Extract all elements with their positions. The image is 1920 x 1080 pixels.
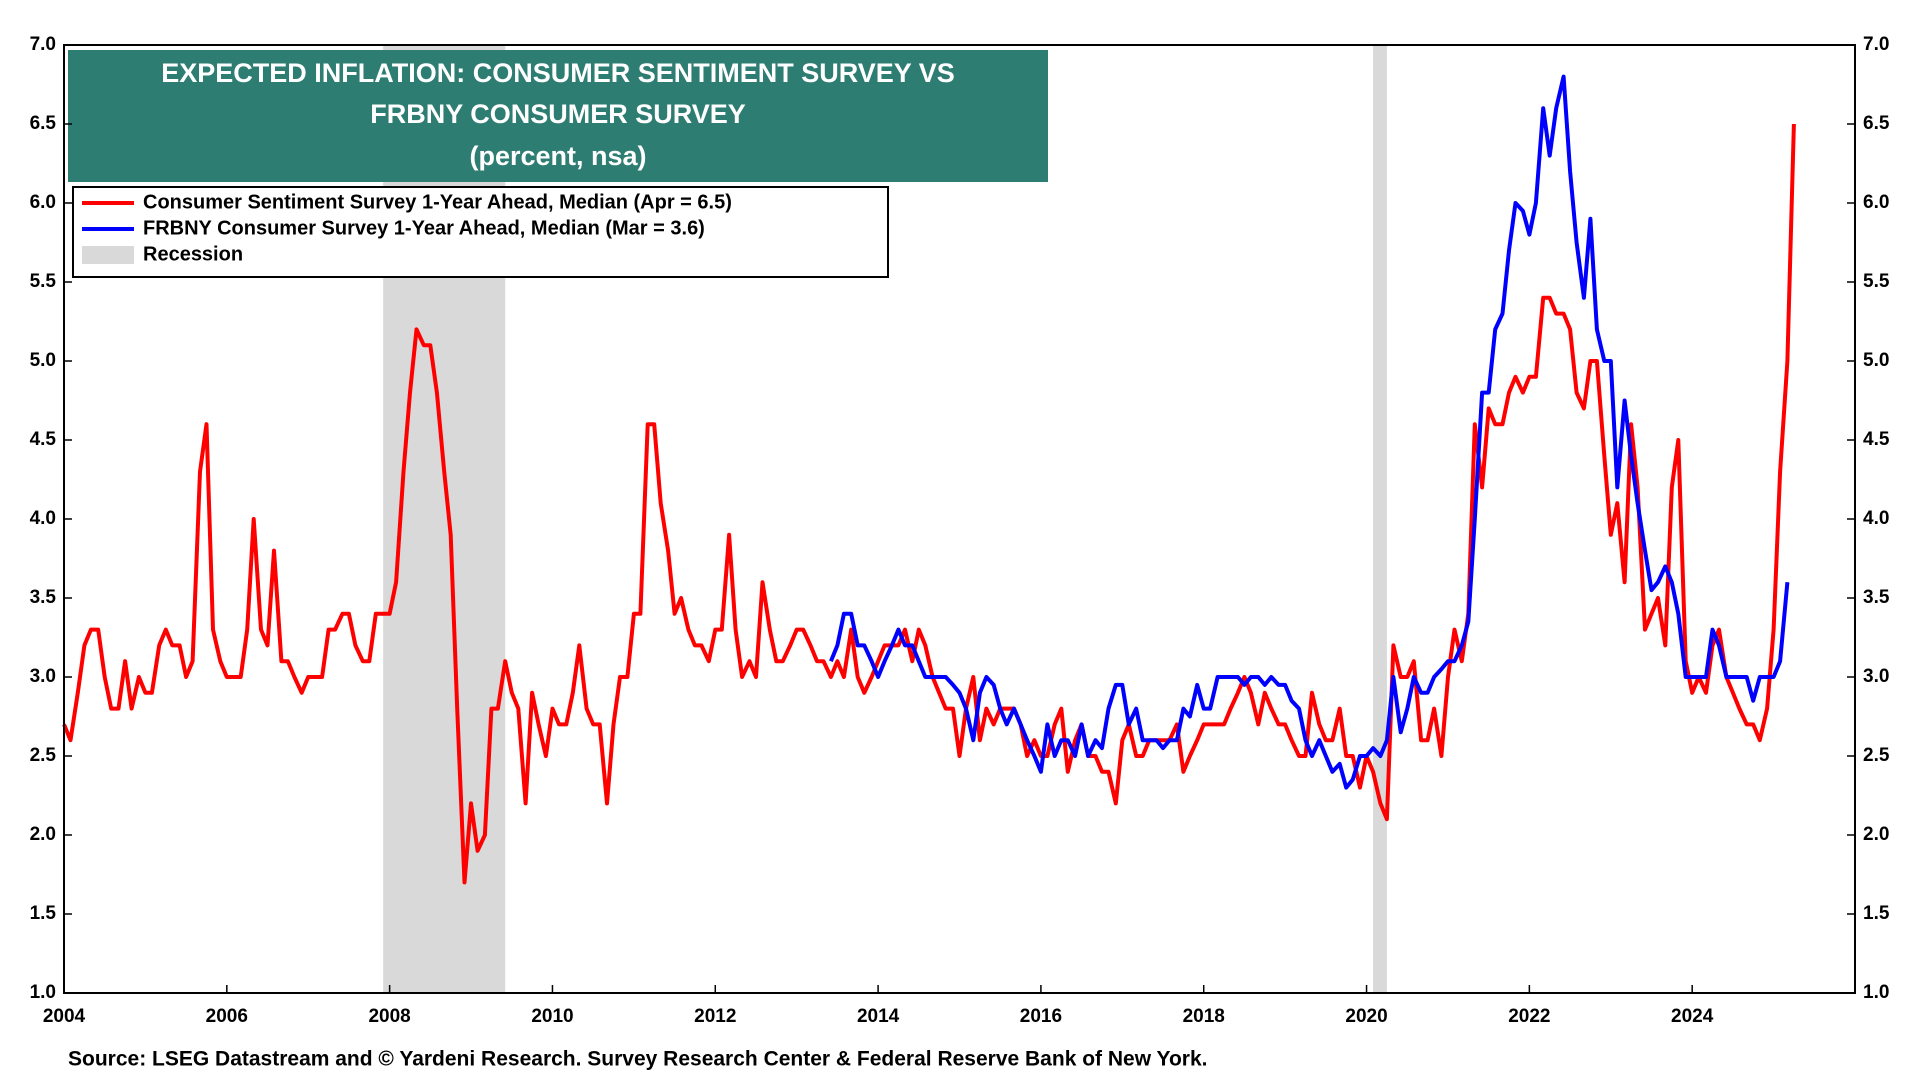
legend-swatch <box>82 246 134 264</box>
x-tick-label: 2024 <box>1671 1006 1714 1027</box>
x-tick-label: 2016 <box>1020 1006 1062 1027</box>
x-tick-label: 2014 <box>857 1006 900 1027</box>
y2-tick-label: 3.5 <box>1863 587 1890 608</box>
legend: Consumer Sentiment Survey 1-Year Ahead, … <box>72 186 889 278</box>
y-tick-label: 4.5 <box>30 429 57 450</box>
chart-title: EXPECTED INFLATION: CONSUMER SENTIMENT S… <box>161 58 955 88</box>
x-tick-label: 2010 <box>531 1006 573 1027</box>
y-tick-label: 6.5 <box>30 113 57 134</box>
series-line <box>829 74 1790 790</box>
y-tick-label: 6.0 <box>30 192 56 213</box>
y-tick-label: 1.0 <box>30 982 56 1003</box>
y2-tick-label: 2.5 <box>1863 745 1890 766</box>
y2-tick-label: 3.0 <box>1863 666 1889 687</box>
chart-subtitle: (percent, nsa) <box>469 141 646 171</box>
y2-tick-label: 7.0 <box>1863 34 1889 55</box>
legend-label: FRBNY Consumer Survey 1-Year Ahead, Medi… <box>143 217 705 239</box>
legend-label: Recession <box>143 243 243 265</box>
y-tick-label: 5.0 <box>30 350 56 371</box>
series-line <box>62 123 1796 885</box>
y-tick-label: 2.0 <box>30 824 56 845</box>
recession-band <box>1373 45 1387 993</box>
source-note: Source: LSEG Datastream and © Yardeni Re… <box>68 1048 1207 1071</box>
y-tick-label: 2.5 <box>30 745 57 766</box>
x-tick-label: 2008 <box>368 1006 410 1027</box>
legend-box <box>72 186 889 278</box>
y2-tick-label: 5.5 <box>1863 271 1890 292</box>
y2-tick-label: 1.0 <box>1863 982 1889 1003</box>
title-box <box>68 50 1048 182</box>
y2-tick-label: 1.5 <box>1863 903 1890 924</box>
x-tick-label: 2004 <box>43 1006 86 1027</box>
x-tick-label: 2012 <box>694 1006 736 1027</box>
legend-label: Consumer Sentiment Survey 1-Year Ahead, … <box>143 191 732 213</box>
y2-tick-label: 6.5 <box>1863 113 1890 134</box>
y-tick-label: 1.5 <box>30 903 57 924</box>
y-tick-label: 3.5 <box>30 587 57 608</box>
chart-title: FRBNY CONSUMER SURVEY <box>370 99 746 129</box>
x-tick-label: 2006 <box>206 1006 248 1027</box>
y-tick-label: 5.5 <box>30 271 57 292</box>
series-lines <box>62 74 1796 885</box>
y2-tick-label: 6.0 <box>1863 192 1889 213</box>
x-tick-label: 2018 <box>1183 1006 1225 1027</box>
y-tick-label: 3.0 <box>30 666 56 687</box>
y2-tick-label: 2.0 <box>1863 824 1889 845</box>
y-tick-label: 4.0 <box>30 508 56 529</box>
x-tick-label: 2022 <box>1508 1006 1550 1027</box>
y-tick-label: 7.0 <box>30 34 56 55</box>
y2-tick-label: 4.0 <box>1863 508 1889 529</box>
y2-tick-label: 5.0 <box>1863 350 1889 371</box>
x-tick-label: 2020 <box>1345 1006 1387 1027</box>
y2-tick-label: 4.5 <box>1863 429 1890 450</box>
